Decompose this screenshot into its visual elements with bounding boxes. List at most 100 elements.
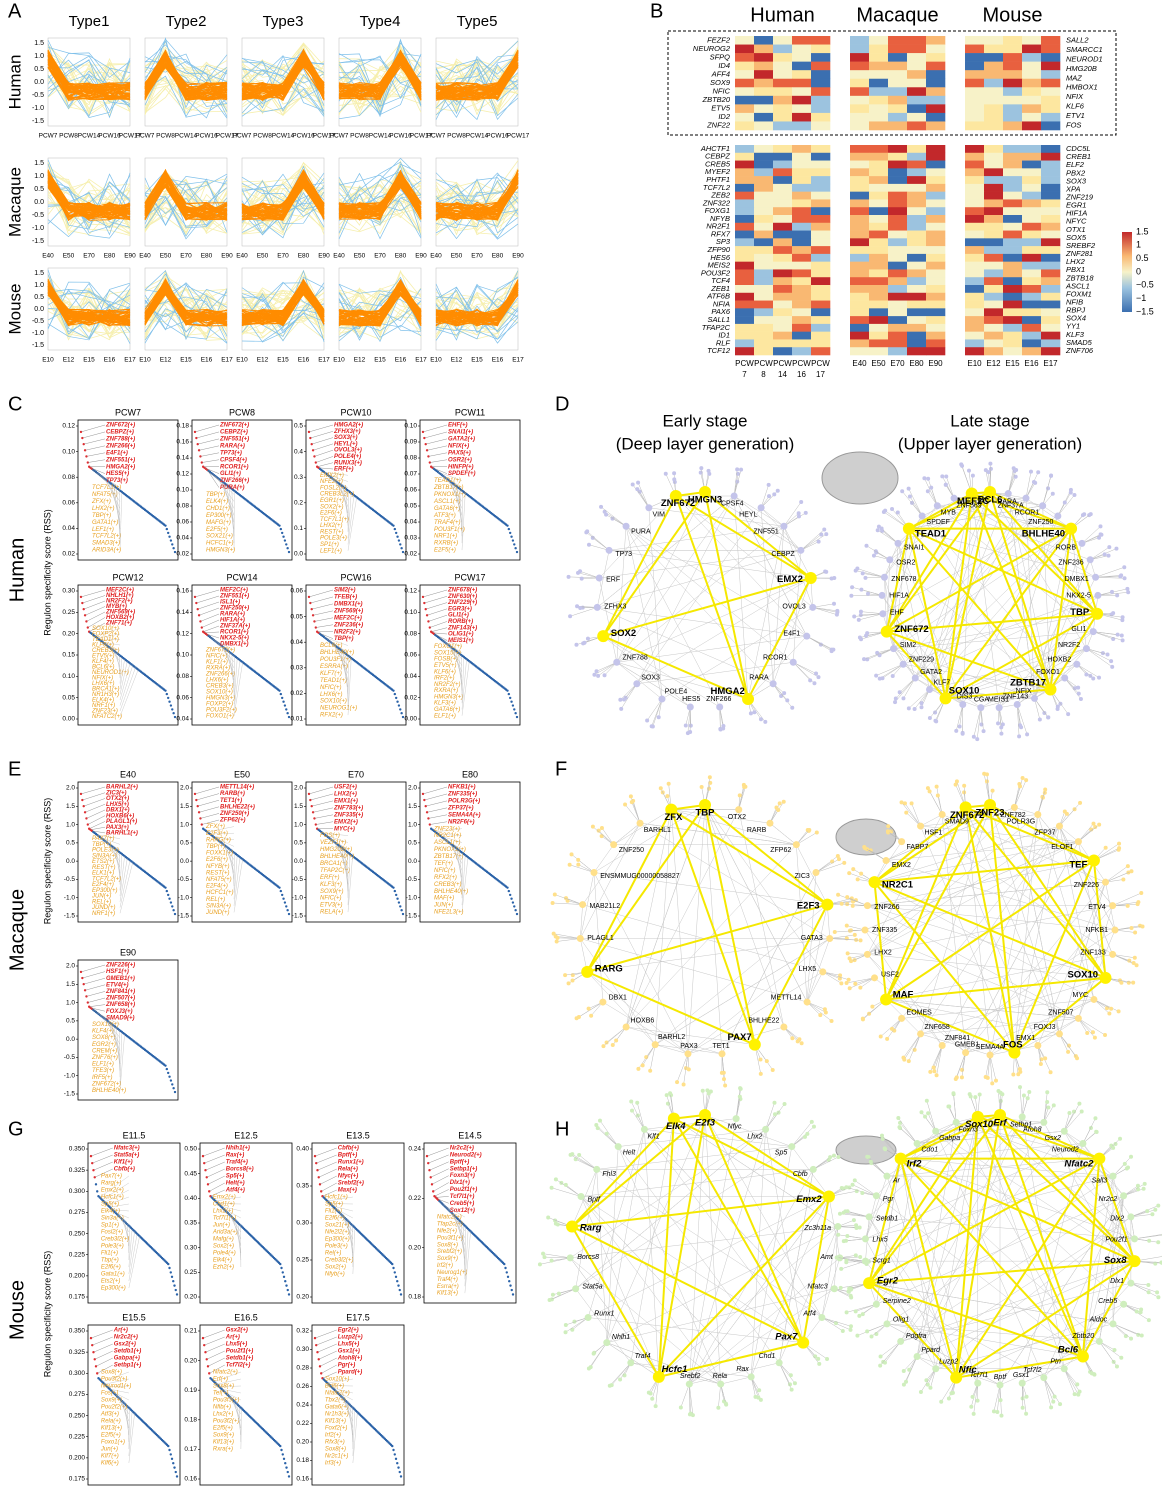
heatmap-cell [1041, 207, 1061, 216]
heatmap-cell [1041, 238, 1061, 247]
regulon-label: SOX8(+) [92, 1035, 116, 1041]
heatmap-cell [888, 331, 908, 340]
rss-dot [169, 539, 173, 542]
row-label: Human [6, 538, 28, 602]
heatmap-cell [907, 152, 927, 161]
heatmap-cell [1022, 347, 1042, 356]
regulon-label: TCF7L1(+) [92, 485, 121, 491]
rss-dot [282, 1457, 286, 1461]
regulon-label: Creb5(+) [450, 1201, 475, 1207]
heatmap-cell [792, 215, 812, 224]
trend-line [47, 192, 131, 228]
heatmap-cell [850, 292, 870, 301]
x-tick-label: PCW17 [313, 133, 336, 140]
regulon-label: LHX6(+) [320, 692, 343, 698]
y-tick-label: -1.0 [292, 894, 304, 901]
heatmap-cell [754, 269, 774, 278]
trend-line [241, 178, 325, 218]
x-tick-label: E50 [451, 253, 463, 260]
y-tick-label: 0.22 [296, 1420, 309, 1427]
heatmap-cell [850, 222, 870, 231]
y-tick-label: -1.0 [32, 105, 44, 112]
gene-label: ZBTB20 [701, 95, 730, 104]
heatmap-cell [984, 277, 1004, 286]
heatmap-cell [1003, 168, 1023, 177]
leader-line [461, 493, 466, 551]
regulon-label: BRCA1(+) [320, 861, 348, 867]
trend-line [338, 176, 422, 226]
y-tick-label: 0.20 [184, 1294, 197, 1301]
rss-dot [167, 1444, 170, 1448]
rss-dot [399, 1475, 403, 1478]
rss-dot [285, 1466, 288, 1469]
heatmap-cell [888, 44, 908, 54]
trend-line [338, 176, 422, 221]
leaf-node [619, 706, 624, 711]
regulon-label: Nr2c1(+) [325, 1454, 349, 1460]
trend-line [435, 270, 519, 334]
trend-line [338, 193, 422, 225]
x-tick-label: E17 [221, 357, 233, 364]
plot-title: PCW12 [112, 572, 143, 582]
heatmap-cell [926, 253, 946, 262]
heatmap-cell [869, 168, 889, 177]
leaf-node [790, 705, 795, 710]
y-tick-label: 0.30 [184, 1244, 197, 1251]
heatmap-cell [984, 78, 1004, 88]
rss-dot [91, 1343, 94, 1347]
heatmap-cell [926, 323, 946, 332]
colorbar-label: 0.5 [1136, 253, 1149, 263]
gene-label: ZFP90 [706, 245, 730, 254]
y-tick-label: 0.26 [296, 1383, 309, 1390]
regulon-label: RARB(+) [220, 791, 245, 797]
heatmap-cell [1003, 207, 1023, 216]
heatmap-cell [735, 230, 755, 239]
regulon-label: ZNF783(+) [333, 805, 363, 811]
heatmap-cell [850, 316, 870, 325]
regulon-label: Emx2(+) [213, 1195, 236, 1201]
heatmap-cell [850, 277, 870, 286]
regulon-label: FOSL2(+) [320, 485, 347, 491]
heatmap-cell [773, 104, 793, 114]
y-tick-label: -1.5 [32, 118, 44, 125]
y-tick-label: 0.350 [69, 1146, 86, 1153]
heatmap-cell [926, 87, 946, 97]
trend-line [338, 58, 422, 99]
regulon-label: Helt(+) [226, 1181, 245, 1187]
leader-line [443, 476, 463, 495]
trend-line [144, 179, 228, 226]
y-tick-label: 0.15 [62, 652, 75, 659]
x-tick-label: PCW [754, 359, 773, 368]
regulon-label: NFIC(+) [434, 868, 456, 874]
heatmap-cell [754, 339, 774, 348]
heatmap-cell [792, 230, 812, 239]
leaf-node [763, 719, 768, 724]
heatmap-cell [888, 253, 908, 262]
plot-title: PCW11 [455, 407, 485, 417]
heatmap-cell [754, 292, 774, 301]
heatmap-cell [965, 238, 985, 247]
heatmap-cell [754, 183, 774, 192]
rss-dot [515, 715, 519, 719]
regulon-label: NR2F6(+) [448, 819, 475, 825]
heatmap-cell [792, 36, 812, 45]
rss-dot [285, 543, 288, 546]
leader-line [314, 449, 334, 457]
heatmap-cell [965, 168, 985, 177]
gene-label: SMAD5 [1066, 338, 1093, 347]
heatmap-cell [984, 176, 1004, 185]
leaf-node [829, 576, 834, 581]
rss-dot [171, 543, 174, 546]
heatmap-cell [869, 145, 889, 154]
regulon-label: CEBPZ(+) [220, 430, 248, 436]
regulon-label: TBP(+) [206, 844, 225, 850]
regulon-label: Tcf7l1(+) [450, 1194, 475, 1200]
leader-line [313, 443, 334, 451]
rss-dot [400, 712, 403, 715]
y-tick-label: 0.30 [296, 1346, 309, 1353]
heatmap-cell [1022, 78, 1042, 88]
regulon-label: Srebf2(+) [338, 1181, 364, 1187]
heatmap-cell [1041, 183, 1061, 192]
heatmap-cell [811, 176, 831, 185]
gene-label: CEBPZ [705, 152, 730, 161]
